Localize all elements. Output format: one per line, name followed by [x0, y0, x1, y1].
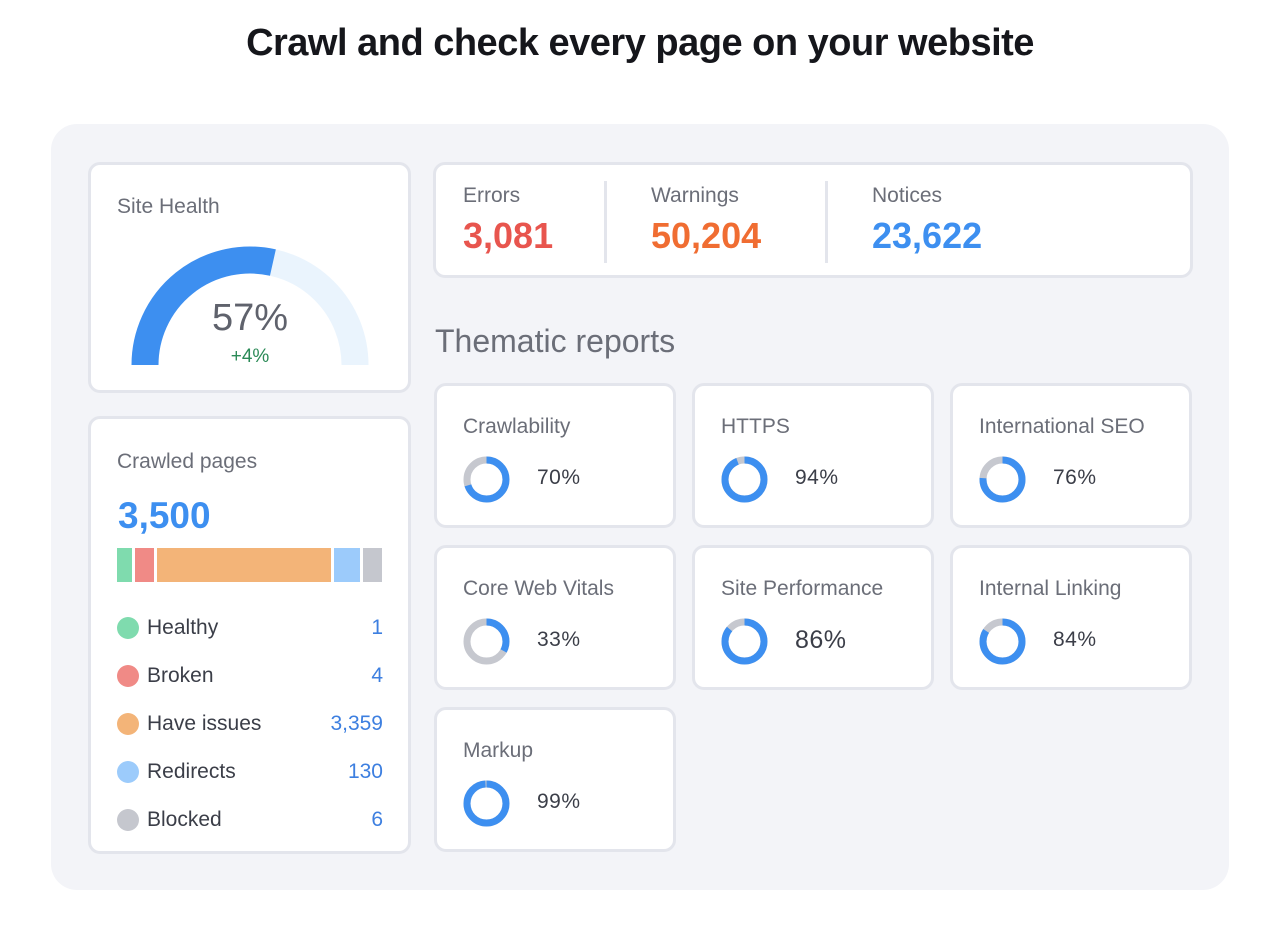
- report-percent: 86%: [795, 626, 847, 654]
- site-health-title: Site Health: [117, 195, 220, 218]
- report-percent: 76%: [1053, 466, 1097, 489]
- donut-chart-icon: [979, 456, 1026, 503]
- notices-value[interactable]: 23,622: [872, 215, 983, 256]
- legend-value[interactable]: 1: [371, 616, 383, 639]
- crawled-pages-card[interactable]: Crawled pages 3,500 Healthy 1 Broken 4 H…: [88, 416, 411, 854]
- site-health-value: 57%: [211, 297, 289, 339]
- legend-item-healthy[interactable]: Healthy 1: [117, 604, 383, 652]
- legend-label: Redirects: [147, 760, 236, 783]
- legend-item-broken[interactable]: Broken 4: [117, 652, 383, 700]
- warnings-label: Warnings: [651, 184, 739, 207]
- legend-value[interactable]: 6: [371, 808, 383, 831]
- report-card-core-web-vitals[interactable]: Core Web Vitals 33%: [434, 545, 676, 690]
- bar-segment-healthy[interactable]: [117, 548, 132, 582]
- crawled-pages-title: Crawled pages: [117, 450, 258, 473]
- warnings-value[interactable]: 50,204: [651, 215, 762, 256]
- report-title: Crawlability: [463, 415, 571, 438]
- report-percent: 94%: [795, 466, 839, 489]
- legend-item-redirects[interactable]: Redirects 130: [117, 748, 383, 796]
- legend-label: Healthy: [147, 616, 219, 639]
- bar-segment-redirects[interactable]: [334, 548, 360, 582]
- legend-label: Have issues: [147, 712, 262, 735]
- legend-value[interactable]: 3,359: [330, 712, 383, 735]
- report-title: Site Performance: [721, 577, 884, 600]
- report-title: Internal Linking: [979, 577, 1122, 600]
- divider: [825, 181, 828, 263]
- green-dot-icon: [117, 617, 139, 639]
- report-card-international-seo[interactable]: International SEO 76%: [950, 383, 1192, 528]
- report-percent: 99%: [537, 790, 581, 813]
- site-health-gauge-icon: [131, 246, 369, 365]
- legend-item-have-issues[interactable]: Have issues 3,359: [117, 700, 383, 748]
- legend-label: Blocked: [147, 808, 222, 831]
- orange-dot-icon: [117, 713, 139, 735]
- donut-chart-icon: [721, 456, 768, 503]
- page-headline: Crawl and check every page on your websi…: [246, 22, 1034, 64]
- site-health-card[interactable]: Site Health 57% +4%: [88, 162, 411, 393]
- report-card-crawlability[interactable]: Crawlability 70%: [434, 383, 676, 528]
- divider: [604, 181, 607, 263]
- legend-value[interactable]: 130: [347, 760, 383, 783]
- donut-chart-icon: [463, 456, 510, 503]
- crawled-pages-total: 3,500: [118, 495, 211, 536]
- donut-chart-icon: [979, 618, 1026, 665]
- report-percent: 84%: [1053, 628, 1097, 651]
- legend-item-blocked[interactable]: Blocked 6: [117, 796, 383, 844]
- report-title: International SEO: [979, 415, 1145, 438]
- thematic-reports-title: Thematic reports: [435, 323, 676, 359]
- report-title: Markup: [463, 739, 534, 762]
- legend-label: Broken: [147, 664, 214, 687]
- report-percent: 33%: [537, 628, 581, 651]
- bar-segment-broken[interactable]: [135, 548, 154, 582]
- report-card-https[interactable]: HTTPS 94%: [692, 383, 934, 528]
- report-card-site-performance[interactable]: Site Performance 86%: [692, 545, 934, 690]
- donut-chart-icon: [721, 618, 768, 665]
- blue-dot-icon: [117, 761, 139, 783]
- issues-summary-card: Errors 3,081 Warnings 50,204 Notices 23,…: [433, 162, 1193, 278]
- notices-label: Notices: [872, 184, 943, 207]
- errors-value[interactable]: 3,081: [463, 215, 554, 256]
- site-health-delta: +4%: [230, 346, 270, 367]
- crawled-pages-bar: [117, 548, 385, 582]
- report-title: Core Web Vitals: [463, 577, 614, 600]
- crawled-pages-legend: Healthy 1 Broken 4 Have issues 3,359 Red…: [117, 604, 383, 844]
- bar-segment-blocked[interactable]: [363, 548, 382, 582]
- report-card-internal-linking[interactable]: Internal Linking 84%: [950, 545, 1192, 690]
- donut-chart-icon: [463, 780, 510, 827]
- red-dot-icon: [117, 665, 139, 687]
- bar-segment-have-issues[interactable]: [157, 548, 331, 582]
- gray-dot-icon: [117, 809, 139, 831]
- report-card-markup[interactable]: Markup 99%: [434, 707, 676, 852]
- legend-value[interactable]: 4: [371, 664, 383, 687]
- report-percent: 70%: [537, 466, 581, 489]
- errors-label: Errors: [463, 184, 521, 207]
- report-title: HTTPS: [721, 415, 790, 438]
- donut-chart-icon: [463, 618, 510, 665]
